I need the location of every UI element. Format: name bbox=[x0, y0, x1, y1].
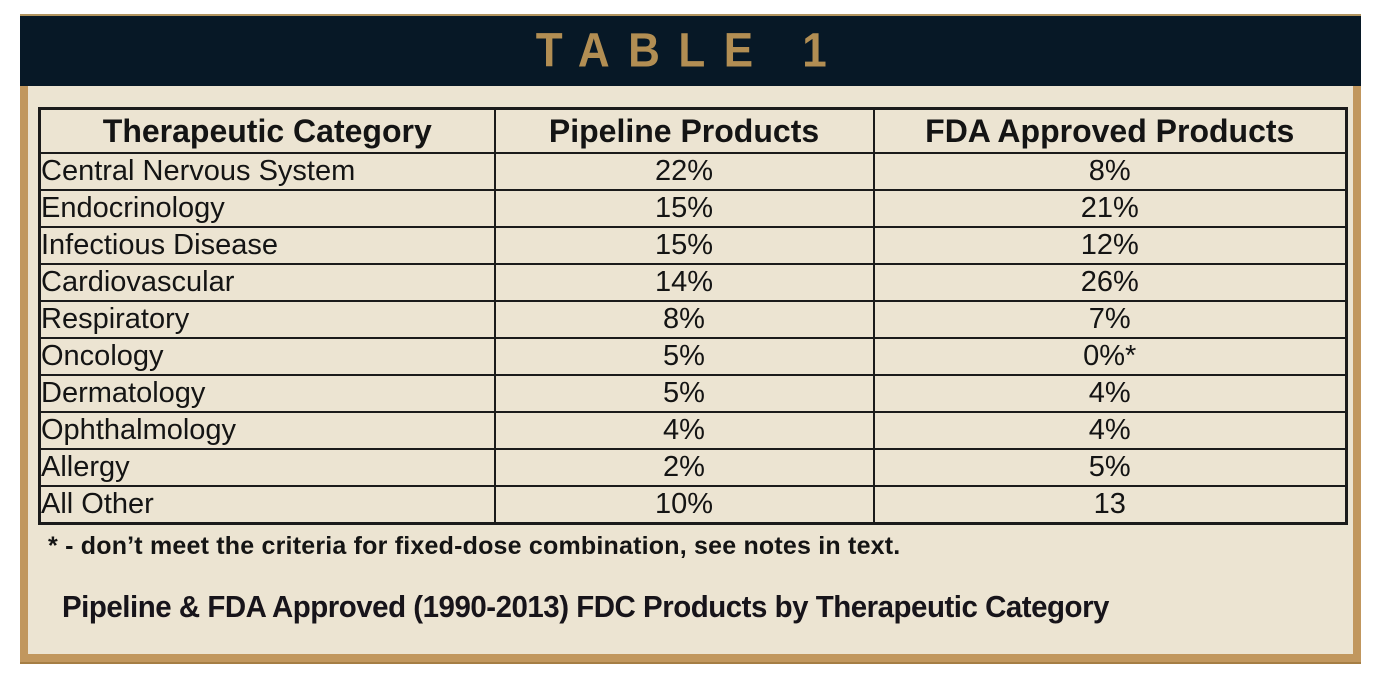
col-header-pipeline-products: Pipeline Products bbox=[493, 107, 875, 154]
banner-title: TABLE 1 bbox=[535, 23, 846, 78]
table-row: Oncology 5% 0%* bbox=[38, 337, 1348, 376]
fda-cell: 7% bbox=[872, 300, 1348, 339]
category-cell: Allergy bbox=[38, 448, 496, 487]
figure-caption: Pipeline & FDA Approved (1990-2013) FDC … bbox=[62, 589, 1109, 624]
pipeline-cell: 14% bbox=[493, 263, 875, 302]
category-cell: Infectious Disease bbox=[38, 226, 496, 265]
pipeline-cell: 22% bbox=[493, 152, 875, 191]
figure-body: Therapeutic Category Pipeline Products F… bbox=[20, 86, 1361, 662]
data-table: Therapeutic Category Pipeline Products F… bbox=[38, 107, 1348, 525]
table-banner: TABLE 1 bbox=[20, 14, 1361, 86]
table-row: All Other 10% 13 bbox=[38, 485, 1348, 525]
table-row: Allergy 2% 5% bbox=[38, 448, 1348, 487]
pipeline-cell: 15% bbox=[493, 189, 875, 228]
fda-cell: 21% bbox=[872, 189, 1348, 228]
category-cell: Respiratory bbox=[38, 300, 496, 339]
table-row: Infectious Disease 15% 12% bbox=[38, 226, 1348, 265]
pipeline-cell: 5% bbox=[493, 337, 875, 376]
fda-cell: 4% bbox=[872, 411, 1348, 450]
fda-cell: 0%* bbox=[872, 337, 1348, 376]
pipeline-cell: 4% bbox=[493, 411, 875, 450]
category-cell: Oncology bbox=[38, 337, 496, 376]
header-row: Therapeutic Category Pipeline Products F… bbox=[38, 107, 1348, 154]
pipeline-cell: 15% bbox=[493, 226, 875, 265]
fda-cell: 5% bbox=[872, 448, 1348, 487]
pipeline-cell: 2% bbox=[493, 448, 875, 487]
category-cell: Dermatology bbox=[38, 374, 496, 413]
table-row: Central Nervous System 22% 8% bbox=[38, 152, 1348, 191]
pipeline-cell: 8% bbox=[493, 300, 875, 339]
fda-cell: 13 bbox=[872, 485, 1348, 525]
col-header-fda-approved-products: FDA Approved Products bbox=[872, 107, 1348, 154]
category-cell: Ophthalmology bbox=[38, 411, 496, 450]
table-row: Dermatology 5% 4% bbox=[38, 374, 1348, 413]
table-row: Cardiovascular 14% 26% bbox=[38, 263, 1348, 302]
category-cell: Endocrinology bbox=[38, 189, 496, 228]
table-row: Endocrinology 15% 21% bbox=[38, 189, 1348, 228]
table-row: Respiratory 8% 7% bbox=[38, 300, 1348, 339]
table-row: Ophthalmology 4% 4% bbox=[38, 411, 1348, 450]
pipeline-cell: 5% bbox=[493, 374, 875, 413]
footnote: * - don’t meet the criteria for fixed-do… bbox=[48, 532, 901, 560]
fda-cell: 12% bbox=[872, 226, 1348, 265]
category-cell: Cardiovascular bbox=[38, 263, 496, 302]
frame-bottom-shadow bbox=[20, 662, 1361, 664]
table-figure-panel: TABLE 1 Therapeutic Category Pipeline Pr… bbox=[20, 14, 1361, 664]
category-cell: Central Nervous System bbox=[38, 152, 496, 191]
fda-cell: 8% bbox=[872, 152, 1348, 191]
category-cell: All Other bbox=[38, 485, 496, 525]
fda-cell: 4% bbox=[872, 374, 1348, 413]
fda-cell: 26% bbox=[872, 263, 1348, 302]
pipeline-cell: 10% bbox=[493, 485, 875, 525]
col-header-therapeutic-category: Therapeutic Category bbox=[38, 107, 496, 154]
